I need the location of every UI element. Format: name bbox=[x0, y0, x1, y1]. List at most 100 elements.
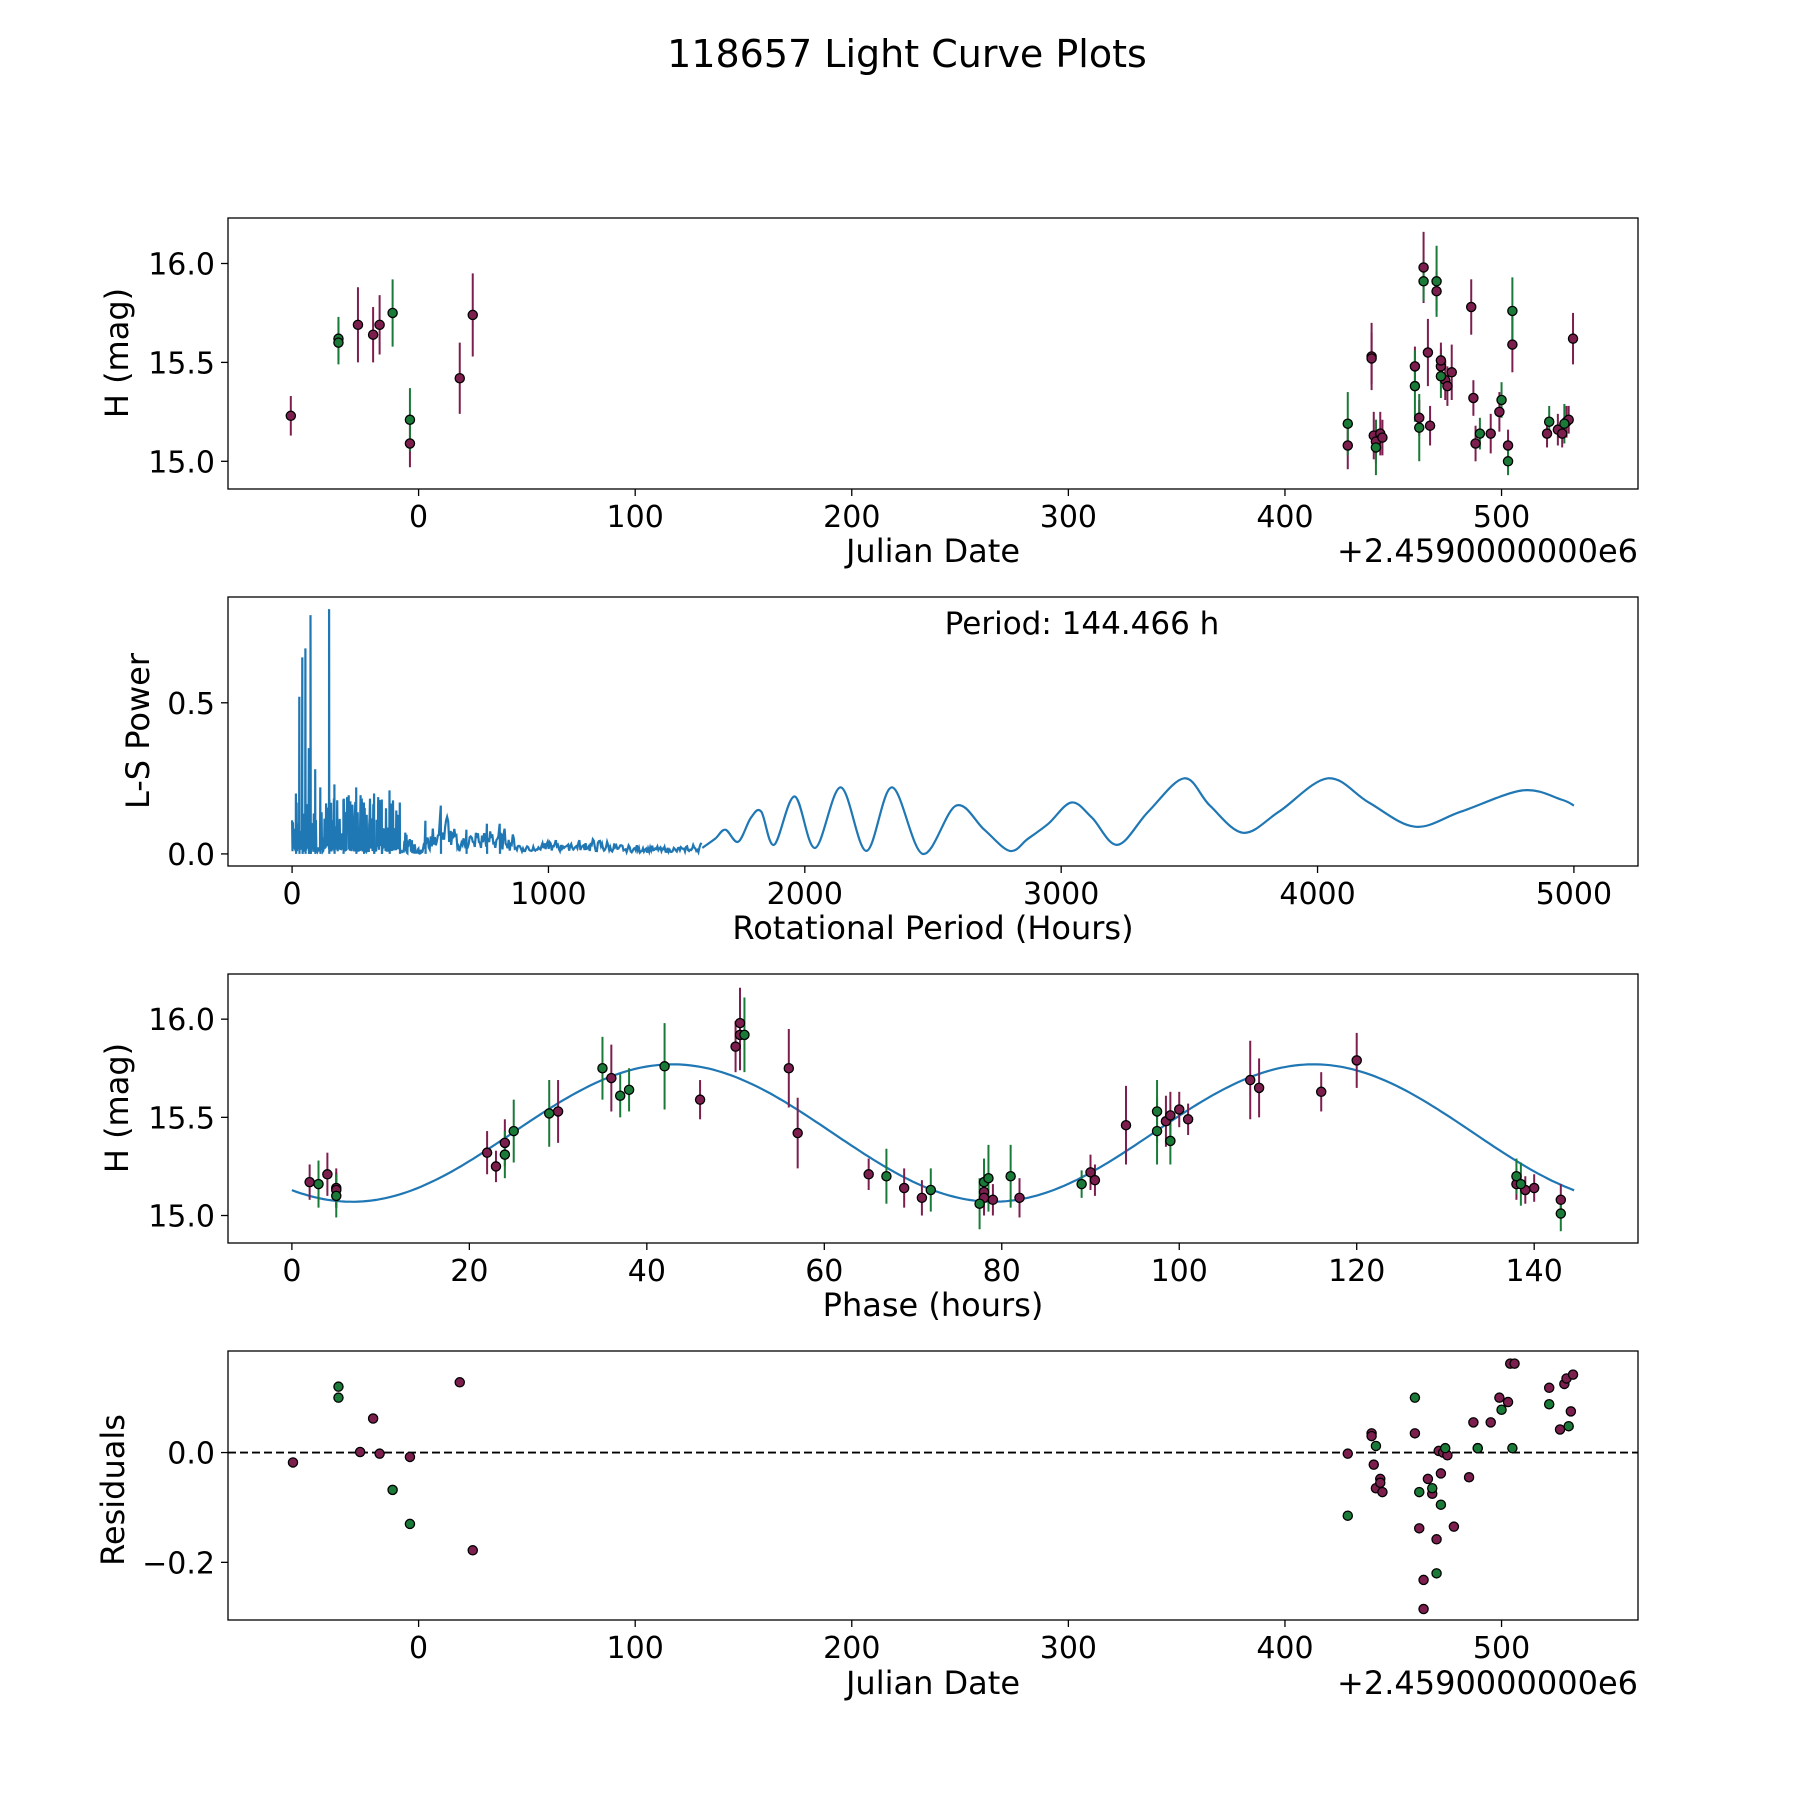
light-curve-data-point bbox=[1409, 380, 1421, 392]
phased-curve-data-point bbox=[614, 1090, 626, 1101]
light-curve-panel: 0 100 200 300 400 500 15.0 15.5 16.0 Julian Dat… bbox=[98, 217, 1639, 570]
residuals-x-tick-label: 500 bbox=[1473, 1631, 1530, 1666]
phased-curve-data-point bbox=[1555, 1194, 1567, 1206]
periodogram-x-tick-label: 2000 bbox=[767, 877, 843, 912]
phased-curve-data-point bbox=[1315, 1086, 1327, 1098]
phased-curve-data-point bbox=[694, 1094, 706, 1105]
light-curve-data-point bbox=[1541, 428, 1553, 439]
periodogram-x-tick-label: 3000 bbox=[1023, 877, 1099, 912]
phased-curve-data-point bbox=[1555, 1208, 1567, 1219]
light-curve-data-point bbox=[1422, 347, 1434, 358]
residuals-data-point bbox=[1463, 1472, 1475, 1483]
phased-curve-data-point bbox=[490, 1161, 502, 1172]
periodogram-x-tick-label: 4000 bbox=[1279, 877, 1355, 912]
periodogram-marks bbox=[291, 609, 1575, 856]
phased-curve-data-point bbox=[1173, 1104, 1185, 1115]
residuals-data-point bbox=[1496, 1404, 1507, 1415]
light-curve-data-point bbox=[1485, 428, 1496, 439]
residuals-y-ticks: −0.2 0.0 bbox=[142, 1437, 228, 1581]
phased-curve-data-point bbox=[916, 1192, 928, 1204]
residuals-data-point bbox=[1422, 1473, 1434, 1485]
light-curve-data-point bbox=[285, 410, 297, 422]
phased-curve-data-point bbox=[1182, 1114, 1194, 1125]
residuals-data-point bbox=[1413, 1523, 1425, 1534]
phased-curve-data-point bbox=[730, 1041, 741, 1052]
residuals-data-point bbox=[1567, 1369, 1579, 1380]
phased-curve-data-point bbox=[881, 1170, 892, 1182]
phased-curve-data-point bbox=[304, 1176, 315, 1188]
phased-curve-data-point bbox=[1165, 1135, 1176, 1147]
periodogram-x-tick-label: 5000 bbox=[1536, 877, 1612, 912]
residuals-x-tick-label: 200 bbox=[823, 1631, 880, 1666]
periodogram-x-label: Rotational Period (Hours) bbox=[732, 909, 1133, 947]
phased-curve-data-point bbox=[499, 1137, 511, 1149]
phased-curve-data-point bbox=[1014, 1192, 1025, 1204]
phased-curve-data-point bbox=[1005, 1170, 1016, 1182]
light-curve-data-point bbox=[1418, 276, 1429, 287]
light-curve-y-ticks: 15.0 15.5 16.0 bbox=[148, 247, 228, 480]
residuals-panel: 0 100 200 300 400 500 −0.2 0.0 Julian Date Res… bbox=[94, 1350, 1639, 1702]
phased-curve-data-point bbox=[606, 1072, 617, 1084]
light-curve-data-point bbox=[1418, 262, 1429, 273]
phased-curve-data-point bbox=[1076, 1178, 1087, 1190]
residuals-data-point bbox=[1409, 1428, 1421, 1439]
light-curve-data-point bbox=[1507, 305, 1518, 317]
residuals-data-point bbox=[387, 1484, 398, 1496]
residuals-data-point bbox=[367, 1413, 379, 1424]
residuals-data-point bbox=[1418, 1574, 1429, 1586]
residuals-data-point bbox=[1543, 1399, 1555, 1410]
light-curve-data-point bbox=[1370, 442, 1382, 453]
phased-curve-data-point bbox=[1253, 1082, 1265, 1094]
phased-curve-data-point bbox=[792, 1127, 803, 1139]
phased-curve-data-point bbox=[1351, 1055, 1362, 1066]
residuals-data-point bbox=[1426, 1482, 1438, 1494]
residuals-data-point bbox=[1468, 1417, 1479, 1428]
light-curve-data-point bbox=[352, 319, 364, 331]
phased-curve-y-tick-label: 15.0 bbox=[148, 1200, 215, 1235]
light-curve-y-label: H (mag) bbox=[98, 288, 136, 418]
light-curve-data-point bbox=[1377, 432, 1388, 443]
phased-curve-data-point bbox=[863, 1169, 874, 1180]
phased-curve-data-point bbox=[1151, 1125, 1163, 1137]
residuals-x-tick-label: 100 bbox=[607, 1631, 664, 1666]
light-curve-y-tick-label: 15.5 bbox=[148, 346, 215, 381]
residuals-data-point bbox=[374, 1448, 385, 1459]
residuals-data-point bbox=[1485, 1417, 1496, 1428]
residuals-data-point bbox=[1435, 1468, 1447, 1479]
light-curve-data-point bbox=[374, 319, 385, 331]
light-curve-data-point bbox=[1413, 422, 1425, 433]
phased-curve-data-point bbox=[499, 1149, 511, 1160]
light-curve-data-point bbox=[1468, 392, 1479, 404]
phased-curve-data-point bbox=[597, 1062, 608, 1074]
residuals-data-point bbox=[1448, 1521, 1460, 1532]
phased-curve-data-point bbox=[734, 1017, 746, 1029]
light-curve-x-tick-label: 400 bbox=[1256, 500, 1313, 535]
residuals-data-point bbox=[404, 1518, 416, 1530]
light-curve-data-point bbox=[1507, 339, 1518, 350]
phased-curve-data-point bbox=[739, 1029, 750, 1041]
phased-curve-data-point bbox=[1165, 1110, 1176, 1121]
residuals-data-point bbox=[1413, 1486, 1425, 1498]
residuals-x-offset: +2.4590000000e6 bbox=[1337, 1664, 1638, 1702]
residuals-data-point bbox=[1543, 1382, 1555, 1394]
residuals-x-label: Julian Date bbox=[844, 1664, 1020, 1702]
residuals-data-point bbox=[1472, 1442, 1483, 1454]
periodogram-y-tick-label: 0.0 bbox=[167, 838, 215, 873]
residuals-data-point bbox=[1565, 1406, 1577, 1417]
residuals-data-point bbox=[1439, 1442, 1451, 1454]
light-curve-x-ticks: 0 100 200 300 400 500 bbox=[409, 489, 1530, 535]
phased-curve-x-tick-label: 80 bbox=[983, 1254, 1021, 1289]
phased-curve-marks bbox=[291, 987, 1575, 1232]
phased-curve-data-point bbox=[1528, 1182, 1540, 1194]
light-curve-data-point bbox=[1342, 440, 1354, 451]
light-curve-data-point bbox=[1442, 380, 1453, 392]
phased-curve-panel: 0 20 40 60 80 100 120 140 15.0 15.5 16.0 Phase (h… bbox=[98, 973, 1639, 1324]
periodogram-x-tick-label: 0 bbox=[283, 877, 302, 912]
phased-curve-data-point bbox=[1515, 1178, 1527, 1190]
residuals-data-point bbox=[1563, 1420, 1574, 1432]
periodogram-smooth-line bbox=[701, 777, 1575, 855]
phased-curve-data-point bbox=[925, 1184, 937, 1196]
residuals-data-point bbox=[1507, 1442, 1518, 1454]
residuals-y-tick-label: −0.2 bbox=[142, 1546, 215, 1581]
light-curve-data-point bbox=[1413, 412, 1425, 424]
